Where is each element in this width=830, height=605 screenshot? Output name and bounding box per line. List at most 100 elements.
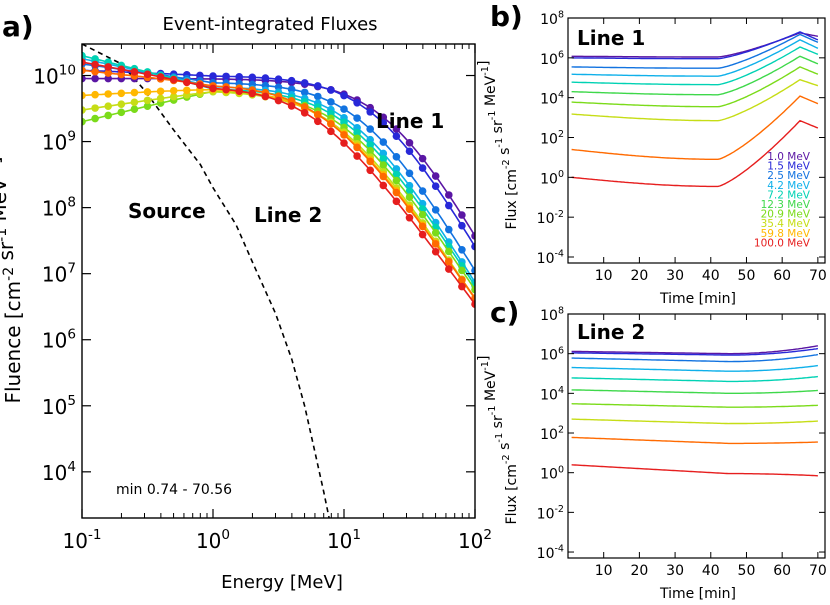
y-tick-label: 100 — [540, 169, 564, 187]
x-tick-label: 50 — [738, 563, 756, 579]
fluence-data-point — [82, 91, 86, 100]
fluence-data-point — [82, 117, 86, 126]
x-tick-label: 20 — [630, 268, 648, 284]
flux-series-line — [571, 33, 819, 69]
legend-entry: 100.0 MeV — [754, 237, 811, 249]
fluence-data-point — [196, 71, 204, 80]
fluence-data-point — [82, 66, 86, 75]
fluence-data-point — [431, 182, 440, 191]
x-tick-label: 40 — [702, 268, 720, 284]
x-tick-label: 40 — [702, 563, 720, 579]
fluence-data-point — [314, 82, 322, 90]
fluence-data-point — [287, 102, 296, 110]
fluence-data-point — [143, 96, 152, 105]
fluence-data-point — [366, 166, 375, 175]
fluence-data-point — [130, 105, 139, 114]
fluence-data-point — [431, 206, 440, 214]
flux-series-line — [571, 39, 819, 77]
fluence-data-point — [392, 153, 401, 161]
flux-series-line — [571, 353, 819, 363]
fluence-data-point — [183, 78, 191, 87]
fluence-data-point — [458, 221, 466, 230]
fluence-data-point — [82, 51, 86, 60]
flux-series-line — [571, 436, 818, 445]
fluence-data-point — [287, 76, 296, 85]
flux-series-line — [571, 403, 818, 408]
fluence-data-point — [300, 109, 309, 117]
fluence-data-point — [392, 197, 401, 206]
line-2-flux-chart: 10 20 30 40 50 60 70 10-4 10-2 100 102 104 106 108 Li… — [476, 306, 827, 602]
fluence-data-point — [91, 114, 99, 123]
x-tick-label: 30 — [666, 268, 684, 284]
x-tick-label: 100 — [196, 527, 230, 553]
fluence-data-point — [130, 88, 139, 97]
fluence-data-point — [156, 73, 165, 81]
fluence-data-point — [445, 201, 453, 210]
x-tick-label: 10 — [595, 563, 613, 579]
fluence-data-point — [169, 75, 178, 84]
fluence-data-point — [405, 187, 414, 195]
fluence-data-point — [156, 94, 165, 103]
y-tick-label: 105 — [42, 393, 76, 419]
fluence-data-point — [366, 125, 375, 133]
y-tick-label: 104 — [540, 385, 564, 403]
annotation-source: Source — [128, 199, 206, 223]
flux-series-line — [571, 347, 819, 356]
fluence-data-point — [183, 86, 191, 95]
x-tick-label: 60 — [773, 563, 791, 579]
fluence-data-point — [392, 188, 401, 197]
fluence-data-point — [458, 282, 466, 291]
panel-a-label: a) — [2, 10, 34, 43]
fluence-data-point — [222, 72, 230, 81]
chart-b-xlabel: Time [min] — [659, 291, 736, 307]
flux-series-line — [571, 345, 819, 355]
flux-series-line — [571, 364, 818, 372]
y-tick-label: 104 — [540, 89, 564, 107]
fluence-data-point — [353, 114, 361, 122]
fluence-data-point — [327, 86, 335, 94]
fluence-data-point — [392, 132, 401, 140]
fluence-data-point — [418, 222, 427, 231]
fluence-data-point — [418, 154, 427, 163]
fluence-data-point — [471, 285, 475, 294]
panel-b-label: b) — [490, 0, 523, 33]
x-tick-label: 101 — [327, 527, 361, 553]
x-tick-label: 10-1 — [62, 527, 101, 553]
fluence-data-point — [431, 229, 440, 237]
fluence-data-point — [274, 75, 283, 83]
y-tick-label: 108 — [540, 10, 564, 28]
fluence-data-point — [104, 63, 112, 71]
fluence-data-point — [274, 96, 283, 105]
fluence-data-point — [327, 120, 335, 128]
fluence-data-point — [104, 69, 112, 77]
legend-entry: 1.0 MeV — [767, 151, 811, 163]
fluence-data-point — [104, 74, 112, 83]
y-tick-label: 108 — [540, 306, 564, 324]
fluence-data-point — [169, 86, 178, 95]
fluence-data-point — [117, 108, 126, 117]
fluence-data-point — [261, 74, 270, 82]
fluence-data-point — [117, 89, 126, 98]
legend-entry: 2.5 MeV — [767, 170, 811, 182]
x-tick-label: 30 — [666, 563, 684, 579]
fluence-data-point — [209, 72, 217, 80]
chart-b-title: Line 1 — [577, 26, 645, 50]
flux-series-line — [571, 55, 819, 96]
flux-series-line — [571, 66, 819, 108]
fluence-data-point — [366, 141, 375, 149]
fluence-data-point — [235, 72, 243, 81]
fluence-data-point — [287, 85, 296, 94]
fluence-data-point — [235, 87, 243, 95]
plot-frame — [567, 313, 826, 559]
fluence-data-point — [392, 170, 401, 179]
fluence-data-point — [91, 55, 99, 63]
fluence-data-point — [353, 98, 361, 107]
fluence-data-point — [314, 117, 322, 126]
fluence-data-point — [379, 113, 388, 122]
fluence-data-point — [405, 193, 414, 201]
fluence-data-point — [340, 139, 348, 147]
fluence-data-point — [471, 242, 475, 251]
legend-entry: 12.3 MeV — [761, 199, 811, 211]
